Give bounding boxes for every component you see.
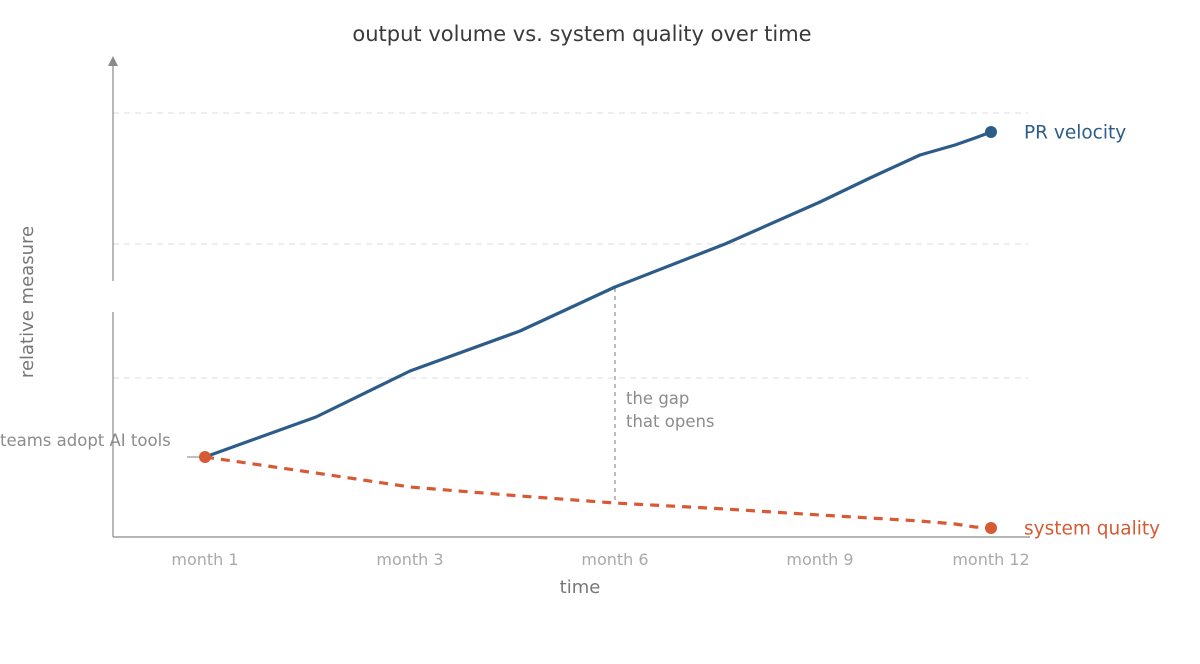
adoption-point [199,451,211,463]
annotation-gap: the gap [626,389,689,408]
series-end-point [985,126,997,138]
annotation-adoption: teams adopt AI tools [0,431,171,450]
x-tick-label: month 12 [952,550,1029,569]
x-tick-label: month 6 [581,550,648,569]
x-tick-label: month 1 [171,550,238,569]
x-axis-label: time [560,577,601,598]
annotations: teams adopt AI tools the gap that opens [0,288,715,502]
x-tick-label: month 9 [786,550,853,569]
series-label: PR velocity [1024,123,1126,144]
x-tick-label: month 3 [376,550,443,569]
y-axis-label: relative measure [17,226,38,378]
series-line-0 [203,130,993,459]
series-end-point [985,522,997,534]
grid-lines [113,112,1028,379]
chart-title: output volume vs. system quality over ti… [352,22,811,46]
series-line-1 [204,455,992,530]
series: PR velocity system quality [199,123,1160,540]
x-tick-labels: month 1 month 3 month 6 month 9 month 12 [171,550,1029,569]
annotation-gap: that opens [626,412,715,431]
series-label: system quality [1024,519,1160,540]
y-axis-arrow-icon [108,56,118,66]
axes [108,56,1030,538]
